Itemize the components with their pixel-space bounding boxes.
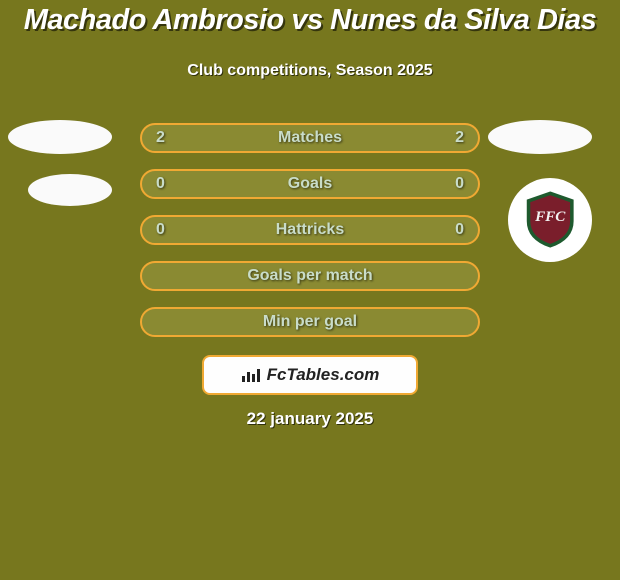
stat-row-min-per-goal: Min per goal xyxy=(140,307,480,337)
stat-row-goals-per-match: Goals per match xyxy=(140,261,480,291)
page-title: Machado Ambrosio vs Nunes da Silva Dias xyxy=(0,4,620,37)
subtitle: Club competitions, Season 2025 xyxy=(0,62,620,80)
stat-value-right: 2 xyxy=(455,129,464,147)
stat-row-matches: Matches 2 2 xyxy=(140,123,480,153)
bar-chart-icon xyxy=(241,367,261,383)
date-label: 22 january 2025 xyxy=(0,409,620,429)
club-badge-left xyxy=(26,172,114,208)
stat-label: Hattricks xyxy=(276,221,344,239)
svg-text:FFC: FFC xyxy=(534,210,566,226)
stat-label: Min per goal xyxy=(263,313,357,331)
stat-row-goals: Goals 0 0 xyxy=(140,169,480,199)
player-avatar-right xyxy=(486,118,594,156)
player-avatar-left xyxy=(6,118,114,156)
stat-value-left: 0 xyxy=(156,221,165,239)
stat-row-hattricks: Hattricks 0 0 xyxy=(140,215,480,245)
stat-value-right: 0 xyxy=(455,175,464,193)
stat-value-left: 0 xyxy=(156,175,165,193)
brand-box[interactable]: FcTables.com xyxy=(202,355,418,395)
brand-text: FcTables.com xyxy=(267,365,380,385)
club-badge-right: FFC xyxy=(508,178,592,262)
stat-label: Matches xyxy=(278,129,342,147)
stat-label: Goals xyxy=(288,175,332,193)
comparison-card: Machado Ambrosio vs Nunes da Silva Dias … xyxy=(0,0,620,580)
shield-icon: FFC xyxy=(525,191,575,248)
stat-value-left: 2 xyxy=(156,129,165,147)
stat-value-right: 0 xyxy=(455,221,464,239)
stat-label: Goals per match xyxy=(247,267,372,285)
